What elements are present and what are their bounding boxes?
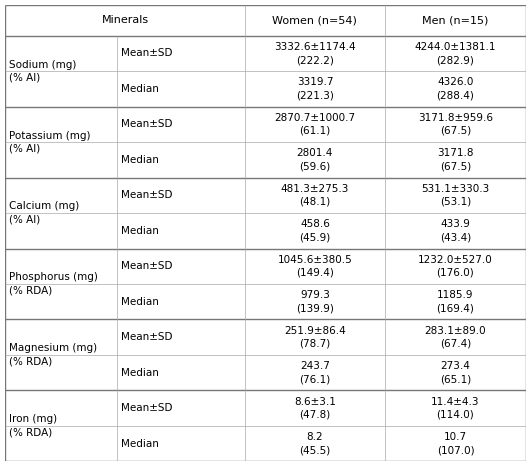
- Text: Median: Median: [122, 368, 159, 377]
- Text: 2801.4
(59.6): 2801.4 (59.6): [297, 148, 333, 171]
- Text: 433.9
(43.4): 433.9 (43.4): [440, 219, 471, 242]
- Text: Mean±SD: Mean±SD: [122, 332, 173, 342]
- Text: Mean±SD: Mean±SD: [122, 403, 173, 413]
- Text: Median: Median: [122, 226, 159, 236]
- Text: Men (n=15): Men (n=15): [422, 15, 489, 25]
- Text: Median: Median: [122, 84, 159, 94]
- Text: Sodium (mg)
(% AI): Sodium (mg) (% AI): [10, 60, 77, 83]
- Text: 1185.9
(169.4): 1185.9 (169.4): [436, 290, 474, 313]
- Text: 243.7
(76.1): 243.7 (76.1): [299, 361, 331, 384]
- Text: 458.6
(45.9): 458.6 (45.9): [299, 219, 331, 242]
- Text: 3319.7
(221.3): 3319.7 (221.3): [296, 77, 334, 101]
- Text: 3332.6±1174.4
(222.2): 3332.6±1174.4 (222.2): [274, 42, 356, 65]
- Text: 273.4
(65.1): 273.4 (65.1): [440, 361, 471, 384]
- Text: Median: Median: [122, 155, 159, 165]
- Text: Mean±SD: Mean±SD: [122, 190, 173, 200]
- Text: 1045.6±380.5
(149.4): 1045.6±380.5 (149.4): [278, 254, 352, 278]
- Text: 481.3±275.3
(48.1): 481.3±275.3 (48.1): [281, 184, 349, 207]
- Text: Mean±SD: Mean±SD: [122, 119, 173, 130]
- Text: Mean±SD: Mean±SD: [122, 261, 173, 271]
- Text: 8.2
(45.5): 8.2 (45.5): [299, 432, 331, 455]
- Text: Median: Median: [122, 297, 159, 307]
- Text: Median: Median: [122, 439, 159, 449]
- Text: 11.4±4.3
(114.0): 11.4±4.3 (114.0): [431, 397, 479, 420]
- Text: Mean±SD: Mean±SD: [122, 48, 173, 58]
- Text: Iron (mg)
(% RDA): Iron (mg) (% RDA): [10, 414, 57, 438]
- Text: 4326.0
(288.4): 4326.0 (288.4): [436, 77, 474, 101]
- Text: 2870.7±1000.7
(61.1): 2870.7±1000.7 (61.1): [275, 113, 355, 136]
- Text: 4244.0±1381.1
(282.9): 4244.0±1381.1 (282.9): [415, 42, 496, 65]
- Text: 251.9±86.4
(78.7): 251.9±86.4 (78.7): [284, 326, 346, 349]
- Text: 979.3
(139.9): 979.3 (139.9): [296, 290, 334, 313]
- Text: Women (n=54): Women (n=54): [272, 15, 357, 25]
- Text: 3171.8
(67.5): 3171.8 (67.5): [437, 148, 474, 171]
- Text: Phosphorus (mg)
(% RDA): Phosphorus (mg) (% RDA): [10, 273, 98, 295]
- Text: Magnesium (mg)
(% RDA): Magnesium (mg) (% RDA): [10, 343, 98, 367]
- Text: 3171.8±959.6
(67.5): 3171.8±959.6 (67.5): [418, 113, 493, 136]
- Text: Potassium (mg)
(% AI): Potassium (mg) (% AI): [10, 130, 91, 154]
- Text: 531.1±330.3
(53.1): 531.1±330.3 (53.1): [421, 184, 490, 207]
- Text: 283.1±89.0
(67.4): 283.1±89.0 (67.4): [425, 326, 486, 349]
- Text: 1232.0±527.0
(176.0): 1232.0±527.0 (176.0): [418, 254, 493, 278]
- Text: 8.6±3.1
(47.8): 8.6±3.1 (47.8): [294, 397, 336, 420]
- Text: Calcium (mg)
(% AI): Calcium (mg) (% AI): [10, 201, 80, 225]
- Text: 10.7
(107.0): 10.7 (107.0): [436, 432, 474, 455]
- Text: Minerals: Minerals: [101, 15, 149, 25]
